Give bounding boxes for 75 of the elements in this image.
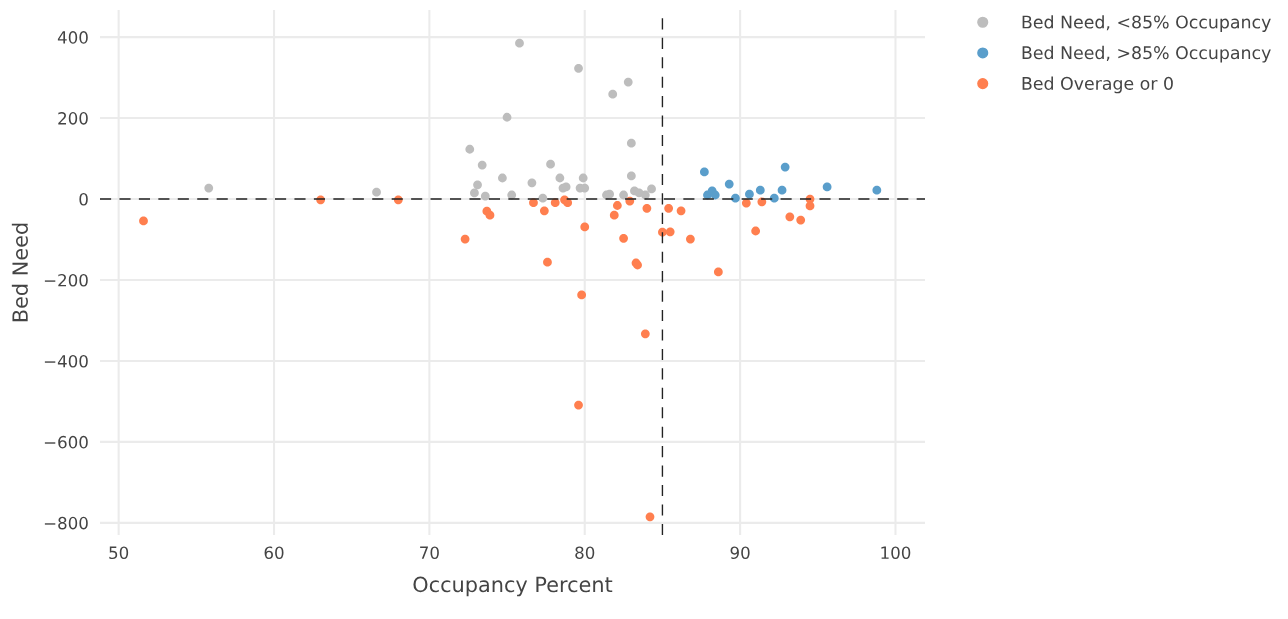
point — [710, 190, 720, 200]
point — [619, 233, 628, 243]
point — [485, 210, 495, 220]
x-tick-label: 100 — [881, 546, 911, 560]
point — [647, 184, 656, 194]
x-tick-label: 50 — [109, 546, 129, 560]
point — [480, 191, 490, 201]
point — [805, 201, 815, 211]
point — [577, 290, 587, 300]
y-axis-title: Bed Need — [11, 223, 28, 322]
point — [713, 267, 723, 277]
point — [574, 400, 583, 410]
point — [640, 329, 650, 339]
point — [664, 203, 674, 213]
point — [769, 193, 779, 203]
y-tick-label: −200 — [44, 273, 88, 287]
point — [780, 162, 790, 172]
point — [139, 216, 148, 226]
point — [745, 189, 754, 199]
point — [626, 171, 636, 181]
y-tick-label: 200 — [58, 112, 88, 125]
point — [538, 193, 548, 203]
point — [555, 173, 565, 183]
point — [609, 210, 619, 220]
point — [755, 185, 765, 195]
point — [645, 512, 655, 522]
point — [515, 38, 524, 48]
point — [785, 212, 795, 222]
point — [686, 234, 695, 244]
point — [578, 173, 588, 183]
point — [473, 180, 482, 190]
point — [626, 138, 636, 148]
point — [619, 190, 628, 200]
point — [543, 257, 552, 267]
point — [608, 89, 618, 99]
legend-label: Bed Need, >85% Occupancy — [1022, 45, 1271, 63]
y-tick-label: −800 — [44, 516, 88, 530]
point — [751, 226, 761, 236]
point — [502, 112, 512, 122]
x-tick-label: 70 — [420, 546, 439, 560]
point — [546, 159, 555, 169]
y-tick-label: 400 — [57, 31, 88, 44]
x-axis-title: Occupancy Percent — [413, 576, 613, 597]
point — [822, 182, 832, 192]
x-tick-label: 80 — [575, 546, 595, 560]
point — [470, 188, 479, 198]
x-tick-label: 60 — [264, 546, 284, 560]
point — [665, 227, 675, 237]
point — [642, 203, 652, 213]
point — [574, 63, 583, 73]
y-tick-label: 0 — [79, 192, 88, 206]
point — [731, 193, 740, 203]
x-tick-label: 90 — [730, 546, 750, 560]
point — [477, 160, 487, 170]
legend-label: Bed Overage or 0 — [1022, 76, 1173, 94]
point — [527, 178, 537, 188]
point — [612, 201, 622, 210]
point — [465, 144, 475, 154]
point — [623, 77, 633, 87]
legend-label: Bed Need, <85% Occupancy — [1022, 15, 1271, 32]
point — [372, 187, 381, 197]
point — [563, 198, 573, 208]
point — [872, 185, 882, 195]
point — [676, 206, 686, 216]
point — [498, 173, 507, 183]
point — [204, 183, 214, 193]
point — [460, 234, 470, 244]
point — [796, 215, 806, 225]
point — [580, 222, 590, 232]
point — [699, 167, 709, 177]
y-tick-label: −400 — [44, 354, 88, 368]
point — [777, 185, 787, 195]
point — [539, 206, 549, 216]
point — [724, 179, 734, 189]
y-tick-label: −600 — [44, 435, 88, 449]
